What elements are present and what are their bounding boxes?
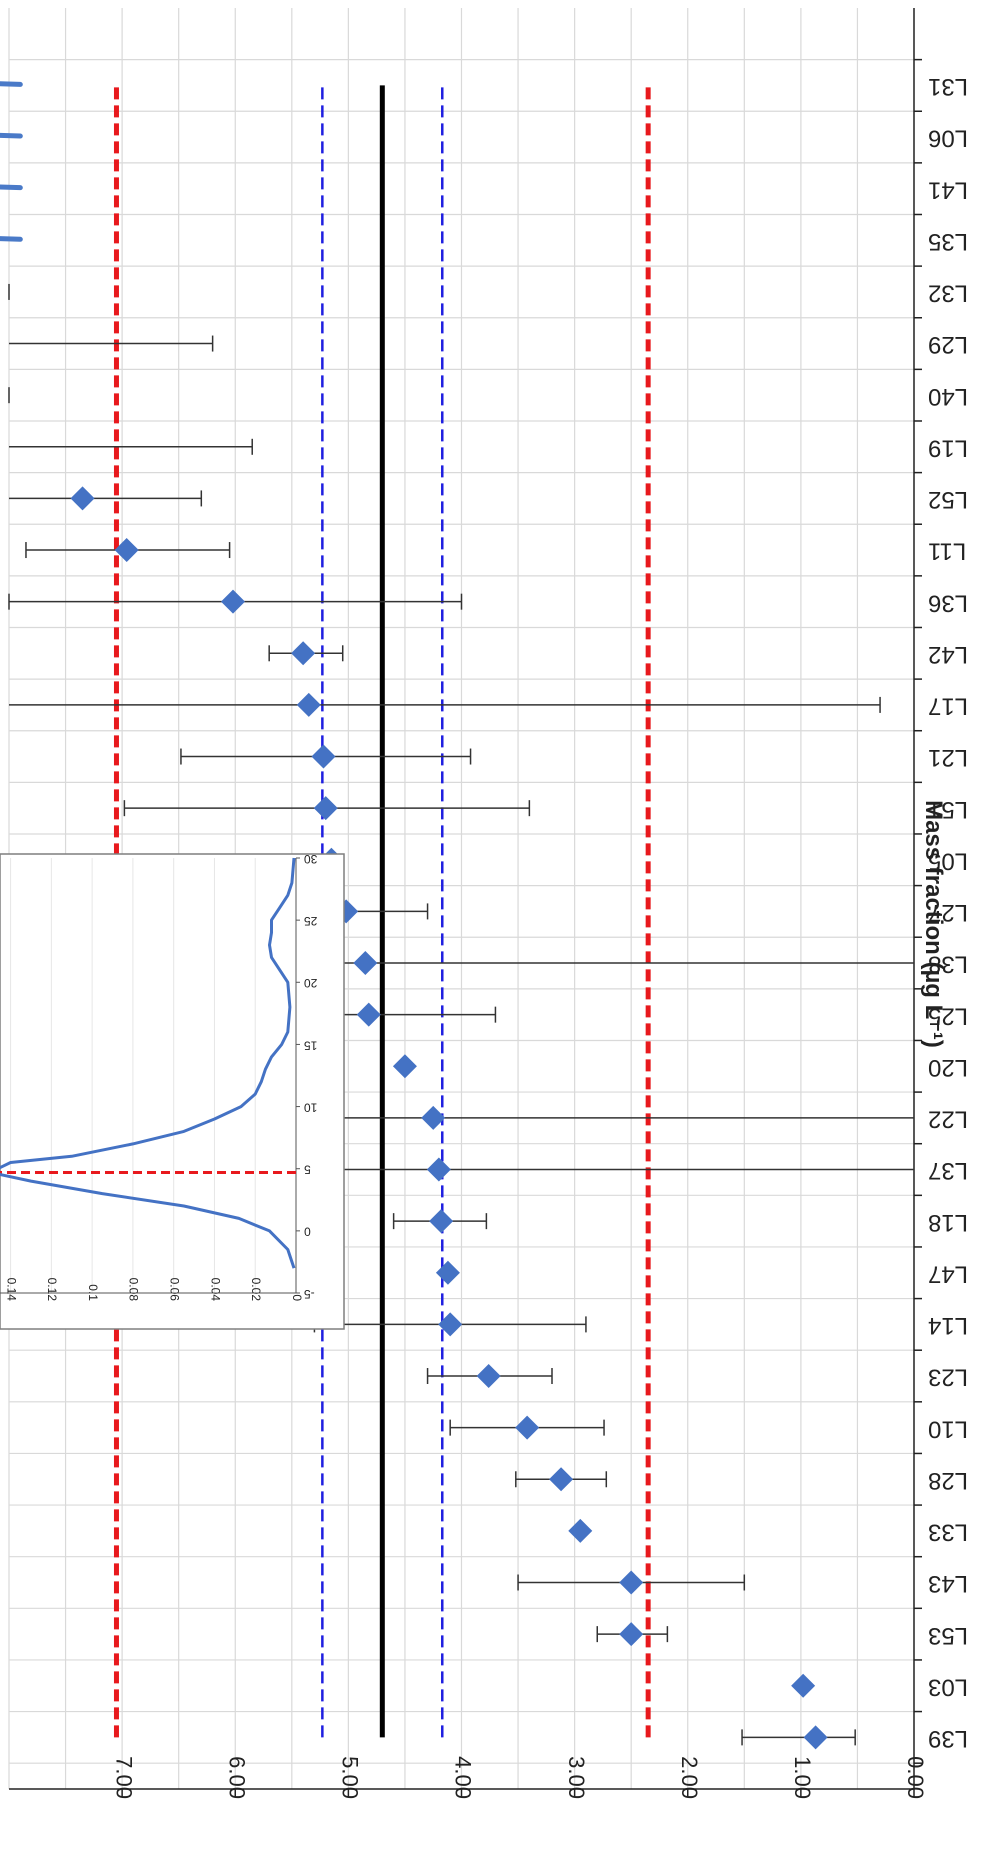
category-label: L40 <box>928 383 968 410</box>
data-point <box>70 486 95 511</box>
category-label: L38 <box>928 951 968 978</box>
category-label: L05 <box>928 847 968 874</box>
data-point <box>429 1209 454 1234</box>
category-label: L25 <box>928 1002 968 1029</box>
inset-x-tick-label: 15 <box>304 1038 318 1052</box>
category-label: L35 <box>928 228 968 255</box>
inset-density-tick-label: 0.02 <box>249 1278 263 1302</box>
inset-density-curve <box>0 857 296 1269</box>
value-tick-label: 3.00 <box>564 1756 589 1799</box>
category-label: L19 <box>928 434 968 461</box>
data-point <box>392 1054 417 1079</box>
category-label: L10 <box>928 1415 968 1442</box>
data-point <box>291 641 316 666</box>
category-label: L28 <box>928 1467 968 1494</box>
value-tick-label: 4.00 <box>451 1756 476 1799</box>
inset-x-tick-label: 0 <box>304 1225 311 1239</box>
inset-density-tick-label: 0 <box>290 1294 304 1301</box>
data-point <box>353 951 378 976</box>
category-label: L23 <box>928 1364 968 1391</box>
category-label: L14 <box>928 1312 968 1339</box>
data-point <box>296 692 321 717</box>
data-point <box>619 1622 644 1647</box>
inset-x-tick-label: 10 <box>304 1100 318 1114</box>
data-point <box>356 1002 381 1027</box>
category-label: L29 <box>928 331 968 358</box>
category-label: L37 <box>928 1157 968 1184</box>
category-label: L17 <box>928 693 968 720</box>
category-label: L33 <box>928 1519 968 1546</box>
off-scale-arrow <box>0 132 23 139</box>
data-point <box>619 1570 644 1595</box>
tick-labels: 0.00 1.00 2.00 3.00 4.00 5.00 6.00 7.00 L39 L03 L5… <box>111 73 968 1799</box>
axes <box>9 8 922 1797</box>
data-point <box>791 1673 816 1698</box>
inset-x-tick-label: 5 <box>304 1163 311 1177</box>
data-point <box>114 538 139 563</box>
inset-x-tick-label: 25 <box>304 914 318 928</box>
inset-density-tick-label: 0.06 <box>168 1278 182 1302</box>
y-axis-title: Mass fraction (µg L⁻¹) <box>920 800 947 1048</box>
data-point <box>426 1157 451 1182</box>
inset-density-tick-label: 0.08 <box>127 1278 141 1302</box>
inset-x-tick-label: -5 <box>304 1287 315 1301</box>
value-tick-label: 1.00 <box>790 1756 815 1799</box>
category-label: L53 <box>928 1622 968 1649</box>
off-scale-arrow <box>0 184 23 191</box>
category-label: L43 <box>928 1570 968 1597</box>
category-label: L11 <box>928 538 966 565</box>
category-label: L36 <box>928 589 968 616</box>
data-point <box>220 589 245 614</box>
data-point <box>549 1467 574 1492</box>
rotated-figure: 0.00 1.00 2.00 3.00 4.00 5.00 6.00 7.00 L39 L03 L5… <box>0 8 968 1799</box>
data-point <box>568 1518 593 1543</box>
inset-density-tick-label: 0.14 <box>4 1278 18 1302</box>
category-label: L52 <box>928 486 968 513</box>
inset-x-tick-label: 30 <box>304 852 318 866</box>
category-label: L39 <box>928 1725 968 1752</box>
value-tick-label: 2.00 <box>677 1756 702 1799</box>
category-label: L27 <box>928 899 968 926</box>
off-scale-arrow <box>0 81 23 87</box>
category-label: L20 <box>928 1054 968 1081</box>
data-point <box>515 1415 540 1440</box>
category-label: L32 <box>928 280 968 307</box>
category-label: L06 <box>928 125 968 152</box>
category-label: L51 <box>928 796 968 823</box>
category-label: L22 <box>928 1106 968 1133</box>
value-tick-label: 0.00 <box>903 1756 928 1799</box>
category-label: L03 <box>928 1673 968 1700</box>
value-tick-label: 5.00 <box>338 1756 363 1799</box>
inset-x-tick-label: 20 <box>304 976 318 990</box>
data-point <box>438 1312 463 1337</box>
category-label: L31 <box>928 73 968 100</box>
category-label: L47 <box>928 1260 968 1287</box>
inset-density-tick-label: 0.04 <box>208 1278 222 1302</box>
category-label: L21 <box>928 744 968 771</box>
category-label: L42 <box>928 641 968 668</box>
data-point <box>803 1725 828 1750</box>
data-point <box>313 796 338 821</box>
off-scale-arrows <box>0 81 23 242</box>
value-tick-label: 7.00 <box>111 1756 136 1799</box>
inset-density-tick-label: 0.12 <box>45 1278 59 1302</box>
data-point <box>421 1105 446 1130</box>
density-inset: 00.020.040.060.080.10.120.14 -50510152025… <box>0 852 345 1330</box>
data-point <box>311 744 336 769</box>
data-point <box>476 1364 501 1389</box>
data-points <box>70 486 828 1750</box>
category-label: L18 <box>928 1209 968 1236</box>
data-point <box>435 1260 460 1285</box>
off-scale-arrow <box>0 236 23 242</box>
value-tick-label: 6.00 <box>224 1756 249 1799</box>
category-label: L41 <box>928 176 968 203</box>
